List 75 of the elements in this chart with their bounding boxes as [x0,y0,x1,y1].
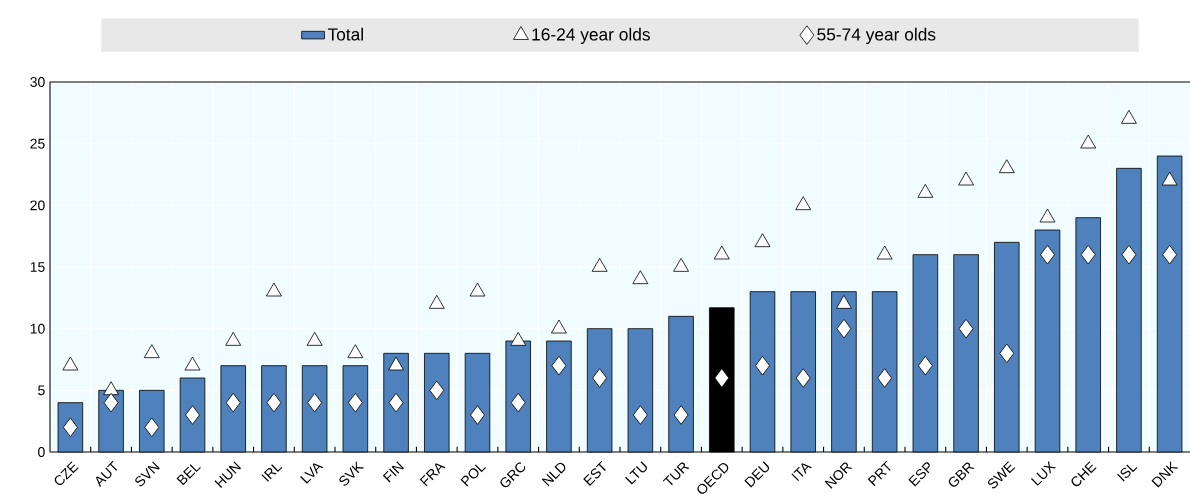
point [184,356,201,371]
point [958,171,974,186]
point [103,381,119,396]
legend-label: 55-74 year olds [817,27,936,44]
point [143,344,160,359]
point [917,355,933,376]
point [307,392,323,413]
point [347,344,364,359]
y-tick-label: 10 [30,323,45,334]
point [632,405,648,425]
x-tick-label: FIN [382,461,404,483]
point [673,257,689,272]
y-tick-label: 25 [30,138,45,149]
point [388,356,404,371]
point [266,282,282,297]
point [795,196,812,211]
x-tick-label: POL [460,464,486,487]
point [755,355,770,376]
point [428,294,445,309]
point [1080,134,1097,149]
point [673,405,689,425]
point [388,392,404,413]
point [62,417,78,438]
point [632,270,649,285]
point [713,245,730,260]
y-tick-label: 0 [38,447,45,457]
y-tick-label: 30 [30,77,45,87]
x-tick-label: IRL [261,464,283,482]
point [754,233,771,248]
x-tick-label: ITA [791,463,812,482]
point [1162,244,1178,265]
point [917,183,934,198]
point [998,159,1015,174]
x-tick-label: BEL [176,464,201,486]
point [1039,208,1056,223]
point [591,257,608,272]
x-tick-label: ISL [1116,464,1138,482]
point [1121,109,1137,124]
point [225,331,242,346]
y-tick-label: 15 [30,262,45,272]
point [714,368,730,388]
point [551,319,567,334]
point [1040,244,1055,265]
x-tick-label: TUR [662,462,690,486]
y-tick-label: 20 [30,200,45,211]
point [103,392,119,413]
point [836,294,852,309]
point [306,331,323,346]
point [836,318,852,339]
point [999,343,1015,364]
point [1080,244,1096,265]
x-tick-label: LVA [300,463,324,484]
point [266,392,282,413]
point [429,380,445,401]
point [144,417,160,438]
legend-label: Total [327,27,363,41]
y-tick-label: 5 [38,385,45,396]
point [592,368,608,388]
legend-label: 16-24 year olds [532,27,650,44]
point [510,392,526,413]
point [185,405,200,425]
point [225,392,241,413]
point [510,331,527,346]
point [1161,171,1178,186]
point [876,245,893,260]
point [347,392,363,413]
point [551,355,567,376]
point [877,368,893,388]
point [1121,244,1137,265]
point [795,368,811,388]
point [62,356,79,371]
point [470,405,485,425]
x-tick-label: FRA [419,463,446,487]
point [958,318,974,339]
point [469,282,486,297]
